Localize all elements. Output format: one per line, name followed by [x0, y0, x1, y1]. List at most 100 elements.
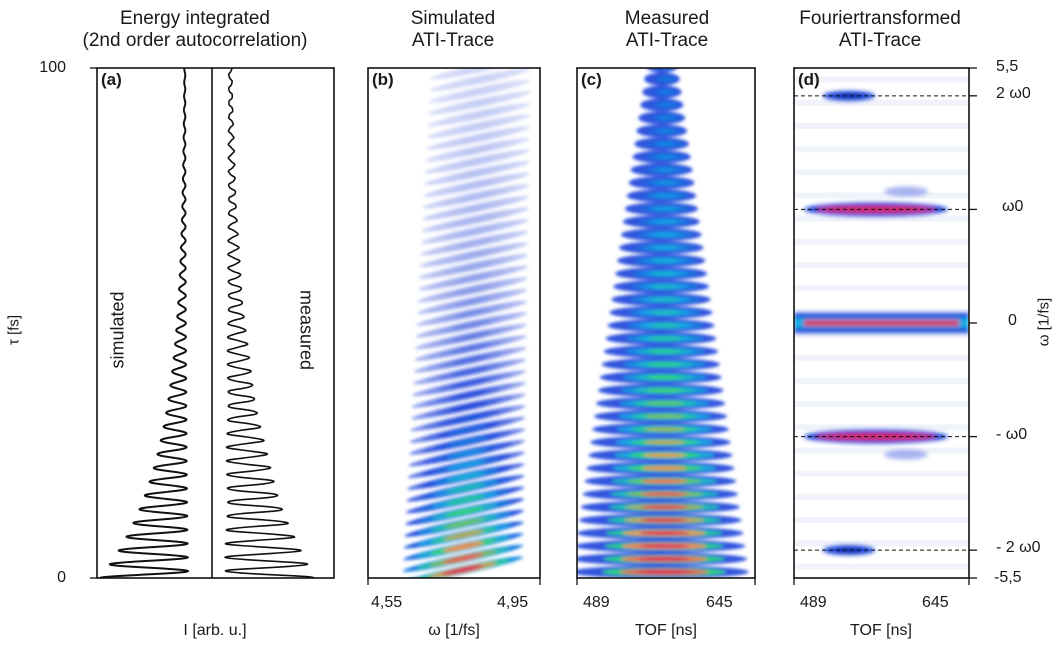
band-0 [823, 90, 875, 101]
fringe-c-core [651, 271, 679, 276]
fringe-c [646, 68, 678, 73]
panel-a-frame [96, 67, 335, 579]
panel-b-title: Simulated ATI-Trace [411, 8, 496, 52]
fringe-b [452, 308, 491, 318]
panel-d [793, 67, 970, 579]
fringe-b [451, 331, 490, 342]
fringe-c-core [658, 115, 673, 120]
panel-c-title-line2: ATI-Trace [625, 30, 709, 51]
axis-ticks [90, 67, 977, 585]
fringe-c-core [652, 258, 679, 263]
panel-c-xtick-left: 489 [583, 594, 610, 611]
fringe-c-core [659, 89, 672, 94]
fringe-c-core [654, 206, 677, 211]
fringe-b [462, 75, 498, 85]
background-streak [794, 470, 969, 477]
band-side [884, 186, 928, 197]
fringe-c-core [655, 193, 676, 198]
fringe-b [458, 168, 495, 178]
fringe-b [449, 390, 489, 400]
fringe-b [455, 250, 493, 260]
fringe-b [442, 541, 484, 552]
fringe-b [461, 110, 497, 120]
band-label-minus-2w0: - 2 ω0 [996, 539, 1041, 557]
panel-d-title-line2: ATI-Trace [838, 30, 922, 51]
background-streak [794, 99, 969, 106]
background-streak [794, 354, 969, 361]
band-2 [794, 313, 969, 333]
panel-a-letter: (a) [101, 70, 122, 89]
panel-d-xtick-right: 645 [922, 594, 949, 611]
fringe-c-core [642, 453, 687, 458]
panel-d-title-line1: Fouriertransformed [799, 8, 961, 29]
panel-c-title-line1: Measured [624, 8, 710, 29]
background-streak [794, 540, 969, 547]
fringe-b [454, 273, 492, 283]
band-label-w0: ω0 [1002, 198, 1024, 216]
fringe-c-core [639, 531, 690, 536]
measured-label: measured [296, 289, 317, 371]
fringe-b [457, 191, 495, 201]
background-streak [794, 122, 969, 129]
background-streak [794, 424, 969, 431]
fringe-b [453, 285, 492, 295]
fringe-c-core [641, 479, 688, 484]
background-streak [794, 401, 969, 408]
panel-b-xlabel: ω [1/fs] [428, 622, 480, 639]
background-streak [794, 146, 969, 153]
fringe-b [445, 483, 486, 494]
fringe-b [461, 98, 497, 108]
panel-a-title-line1: Energy integrated [120, 8, 270, 29]
fringe-c-core [640, 492, 688, 497]
measured-heatmap [577, 68, 749, 578]
fringe-b [447, 436, 487, 447]
fringe-c-core [637, 557, 691, 562]
simulated-heatmap [402, 68, 532, 578]
fringe-c-core [639, 518, 689, 523]
fringe-b [443, 518, 485, 529]
fringe-b [456, 215, 494, 225]
fringe-c-core [650, 297, 680, 302]
panel-a-title-line2: (2nd order autocorrelation) [82, 30, 308, 51]
fringe-c-core [648, 323, 682, 328]
background-streak [794, 308, 969, 315]
background-streak [794, 192, 969, 199]
fringe-b [452, 320, 491, 330]
fringe-c-core [648, 336, 682, 341]
background-streak [794, 517, 969, 524]
panel-b [367, 67, 541, 579]
panel-d-letter: (d) [798, 70, 820, 89]
fringe-b [448, 413, 488, 424]
fringe-b [455, 238, 493, 248]
band-core [816, 205, 936, 213]
fringe-b [447, 425, 488, 435]
fringe-c-core [638, 544, 690, 549]
fringe-b [463, 68, 498, 73]
fringe-c-core [657, 141, 674, 146]
panel-a-title: Energy integrated (2nd order autocorrela… [83, 8, 308, 52]
band-3 [804, 429, 948, 460]
panel-d-xtick-left: 489 [800, 594, 827, 611]
band-core [816, 433, 936, 441]
fringe-b [454, 261, 493, 272]
fringe-c-core [658, 128, 674, 133]
simulated-label: simulated [107, 291, 128, 369]
fringe-c-core [655, 180, 676, 185]
band-label-0: 0 [1008, 312, 1017, 329]
background-streak [794, 493, 969, 500]
panel-b-title-line1: Simulated [410, 8, 496, 29]
fringe-c-core [653, 232, 678, 237]
fringe-b [442, 553, 484, 564]
fringe-b [460, 133, 496, 143]
fringe-b [445, 471, 486, 482]
fringe-c-core [643, 440, 686, 445]
fringe-c-core [645, 388, 684, 393]
fringe-b [448, 401, 488, 412]
panel-a [96, 67, 335, 579]
band-4 [823, 545, 875, 556]
fringe-c-core [656, 167, 675, 172]
panel-b-title-line2: ATI-Trace [411, 30, 495, 51]
fringe-b [446, 460, 487, 470]
fringe-b [462, 86, 498, 96]
band-core [835, 93, 863, 99]
